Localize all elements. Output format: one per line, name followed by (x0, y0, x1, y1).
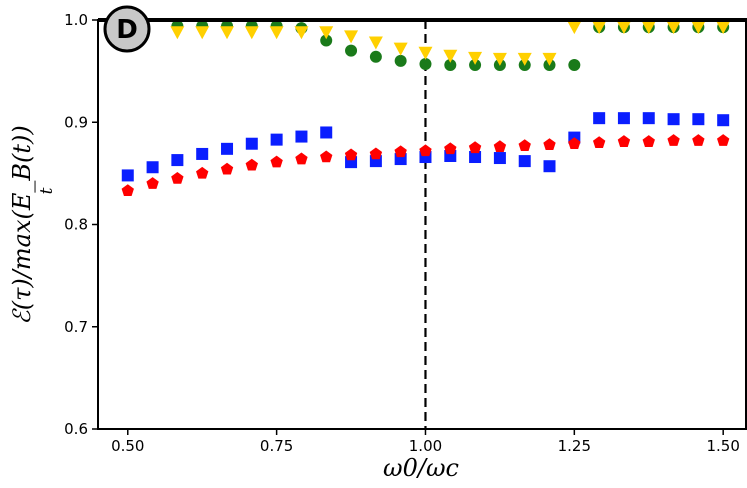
point-red-pentagons (394, 145, 407, 158)
point-green-circles (568, 58, 581, 71)
point-red-pentagons (617, 135, 631, 147)
point-yellow-triangles (170, 26, 185, 40)
point-red-pentagons (270, 155, 283, 168)
point-yellow-triangles (195, 26, 210, 40)
point-yellow-triangles (517, 52, 532, 66)
point-green-circles (444, 58, 457, 71)
point-green-circles (320, 34, 333, 47)
point-red-pentagons (295, 152, 308, 165)
point-blue-squares (593, 112, 606, 125)
point-blue-squares (543, 160, 556, 173)
point-yellow-triangles (344, 30, 359, 44)
point-yellow-triangles (319, 26, 334, 40)
point-red-pentagons (692, 134, 705, 146)
point-red-pentagons (444, 142, 457, 155)
point-red-pentagons (146, 177, 159, 189)
x-axis-label: ω0/ωc (383, 454, 459, 482)
point-blue-squares (221, 142, 234, 155)
point-red-pentagons (220, 162, 234, 175)
y-axis-label-group: ℰ(τ)/max(E_B(t)) t (8, 125, 57, 324)
point-blue-squares (493, 152, 506, 165)
point-yellow-triangles (244, 26, 259, 40)
point-red-pentagons (369, 147, 383, 160)
point-yellow-triangles (418, 46, 433, 60)
point-yellow-triangles (368, 36, 383, 50)
y-tick-label: 1.0 (64, 11, 88, 29)
point-blue-squares (617, 112, 630, 125)
data-points (121, 20, 731, 197)
panel-badge-circle (103, 5, 151, 53)
point-red-pentagons (493, 140, 507, 153)
point-red-pentagons (568, 137, 581, 149)
point-blue-squares (667, 113, 680, 126)
x-tick-label: 1.25 (558, 437, 591, 455)
point-blue-squares (642, 112, 655, 125)
panel-badge: D (103, 5, 151, 53)
y-tick-label: 0.7 (64, 318, 88, 336)
x-tick-label: 1.00 (409, 437, 442, 455)
point-blue-squares (320, 126, 333, 139)
panel-badge-label: D (116, 15, 138, 45)
point-blue-squares (121, 169, 134, 182)
point-green-circles (369, 50, 382, 63)
point-blue-squares (295, 130, 308, 143)
plot-frame (97, 19, 747, 430)
point-green-circles (345, 44, 358, 57)
point-green-circles (469, 58, 482, 71)
point-blue-squares (196, 147, 209, 160)
point-blue-squares (245, 137, 258, 150)
point-red-pentagons (344, 148, 358, 161)
point-red-pentagons (245, 158, 258, 171)
point-red-pentagons (518, 139, 531, 152)
point-yellow-triangles (220, 26, 235, 40)
point-blue-squares (146, 161, 159, 174)
axis-ticks: 0.50 0.75 1.00 1.25 1.50 0.6 0.7 0.8 0.9 1.0 (64, 11, 740, 455)
point-blue-squares (270, 133, 283, 146)
point-blue-squares (518, 155, 531, 168)
point-blue-squares (469, 151, 482, 164)
point-blue-squares (171, 154, 184, 167)
point-blue-squares (692, 113, 705, 126)
y-axis-label: ℰ(τ)/max(E_B(t)) (8, 125, 36, 324)
point-yellow-triangles (492, 52, 507, 66)
point-yellow-triangles (716, 21, 731, 35)
point-red-pentagons (196, 166, 209, 179)
y-tick-label: 0.6 (64, 420, 88, 438)
point-red-pentagons (592, 136, 606, 148)
x-tick-label: 0.75 (260, 437, 293, 455)
point-red-pentagons (320, 150, 333, 163)
point-red-pentagons (419, 144, 432, 157)
point-green-circles (419, 57, 432, 70)
y-tick-label: 0.8 (64, 216, 88, 234)
point-red-pentagons (468, 141, 482, 154)
y-tick-label: 0.9 (64, 113, 88, 131)
point-yellow-triangles (567, 21, 582, 35)
y-axis-label-subscript: t (37, 187, 57, 194)
point-yellow-triangles (468, 51, 483, 65)
point-yellow-triangles (691, 21, 706, 35)
point-yellow-triangles (666, 21, 681, 35)
x-tick-label: 0.50 (111, 437, 144, 455)
point-yellow-triangles (592, 21, 607, 35)
point-red-pentagons (171, 171, 184, 184)
point-red-pentagons (543, 138, 556, 150)
point-yellow-triangles (641, 21, 656, 35)
point-red-pentagons (717, 134, 730, 146)
point-yellow-triangles (443, 49, 458, 63)
point-yellow-triangles (616, 21, 631, 35)
point-yellow-triangles (393, 42, 408, 56)
point-yellow-triangles (294, 26, 309, 40)
point-red-pentagons (642, 135, 655, 147)
point-yellow-triangles (269, 26, 284, 40)
point-green-circles (394, 54, 407, 67)
point-blue-squares (717, 114, 730, 127)
point-red-pentagons (121, 184, 134, 197)
x-tick-label: 1.50 (706, 437, 739, 455)
point-yellow-triangles (542, 52, 557, 66)
point-red-pentagons (667, 134, 680, 146)
